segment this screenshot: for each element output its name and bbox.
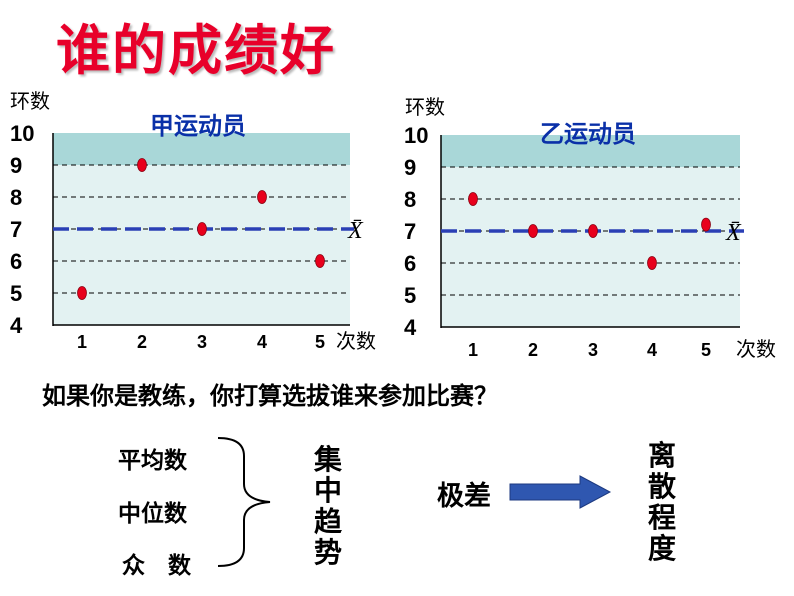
y-tick-label: 6 [404, 251, 416, 276]
charts-area: X̄ 10 9 8 7 6 5 4 环数 1 2 3 4 5 次数 甲运动员 X̄ 10 9 8 7 6 5 4 环数 1 2 3 4 5… [10, 89, 776, 361]
y-tick-label: 10 [404, 123, 428, 148]
y-tick-label: 5 [404, 283, 416, 308]
x-tick-label: 2 [528, 340, 538, 360]
range-label: 极差 [437, 481, 491, 512]
right-brace-icon [217, 437, 271, 567]
dispersion-char: 程 [647, 501, 676, 534]
data-point [528, 224, 538, 238]
data-point [588, 224, 598, 238]
y-tick-label: 5 [10, 281, 22, 306]
x-tick-label: 1 [77, 332, 87, 352]
data-point [77, 286, 87, 300]
data-point [315, 254, 325, 268]
x-tick-label: 5 [701, 340, 711, 360]
mean-label: X̄ [347, 218, 364, 244]
dispersion-char: 散 [647, 470, 676, 503]
y-axis-title: 环数 [10, 89, 50, 113]
y-tick-label: 7 [404, 219, 416, 244]
y-tick-label: 8 [404, 187, 416, 212]
y-tick-label: 10 [10, 121, 34, 146]
x-tick-label: 3 [197, 332, 207, 352]
question-text: 如果你是教练，你打算选拔谁来参加比赛？ [42, 382, 498, 410]
dispersion-char: 度 [647, 532, 676, 565]
measure-median: 中位数 [118, 501, 187, 527]
measure-mean: 平均数 [118, 448, 187, 474]
data-point [468, 192, 478, 206]
right-arrow-icon [509, 475, 612, 509]
data-point [197, 222, 207, 236]
dispersion-char: 离 [647, 439, 676, 472]
data-point [647, 256, 657, 270]
y-tick-label: 7 [10, 217, 22, 242]
x-tick-label: 4 [647, 340, 657, 360]
central-tendency-vertical-label: 集 中 趋 势 [312, 444, 344, 568]
slide-title: 谁的成绩好 [56, 19, 336, 82]
series-label: 乙运动员 [540, 120, 636, 148]
measure-mode: 众 数 [122, 553, 191, 579]
mean-label: X̄ [725, 220, 742, 246]
y-tick-label: 9 [404, 155, 416, 180]
central-tendency-char: 中 [313, 474, 342, 507]
plot-top-band [53, 133, 350, 165]
central-tendency-char: 势 [313, 536, 342, 569]
plot-top-band [441, 135, 740, 167]
y-tick-label: 4 [10, 313, 23, 338]
data-point [701, 217, 711, 232]
series-label: 甲运动员 [150, 112, 246, 140]
central-tendency-char: 集 [313, 443, 342, 476]
y-tick-label: 9 [10, 153, 22, 178]
x-axis-title: 次数 [336, 329, 376, 353]
x-tick-label: 3 [588, 340, 598, 360]
x-tick-label: 4 [257, 332, 267, 352]
y-tick-label: 6 [10, 249, 22, 274]
x-axis-title: 次数 [736, 337, 776, 361]
x-tick-label: 2 [137, 332, 147, 352]
dispersion-vertical-label: 离 散 程 度 [646, 440, 678, 564]
y-tick-label: 4 [404, 315, 417, 340]
x-tick-label: 1 [468, 340, 478, 360]
y-tick-label: 8 [10, 185, 22, 210]
x-tick-label: 5 [315, 332, 325, 352]
data-point [257, 190, 267, 204]
central-tendency-char: 趋 [313, 505, 342, 538]
data-point [137, 158, 147, 172]
y-axis-title: 环数 [405, 95, 445, 119]
